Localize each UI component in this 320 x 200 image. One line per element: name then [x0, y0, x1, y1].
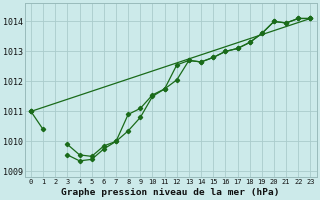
X-axis label: Graphe pression niveau de la mer (hPa): Graphe pression niveau de la mer (hPa) [61, 188, 280, 197]
